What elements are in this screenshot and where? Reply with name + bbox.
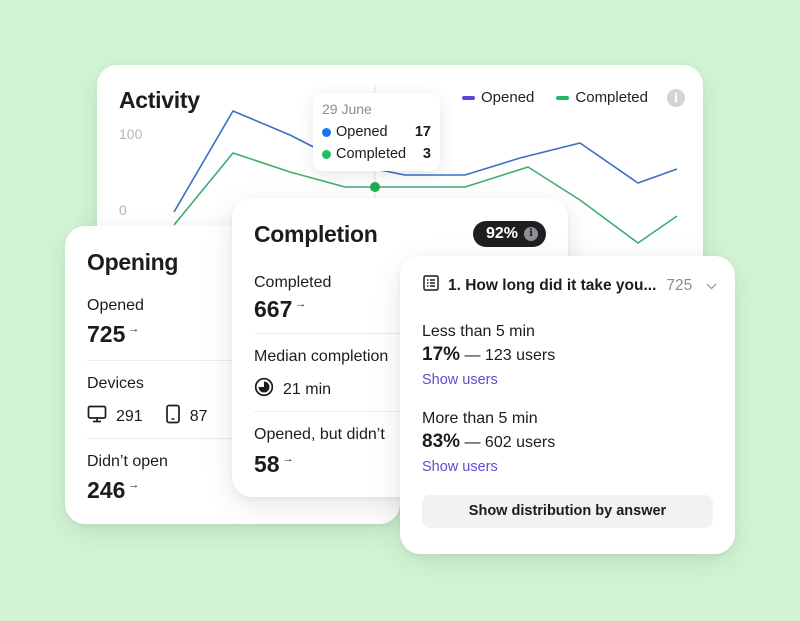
answer-less-than-5: Less than 5 min 17% — 123 users Show use… bbox=[422, 323, 555, 388]
completion-rate: 92% bbox=[485, 225, 518, 242]
completion-rate-badge[interactable]: 92% i bbox=[472, 221, 546, 247]
tooltip-row-opened: Opened 17 bbox=[322, 121, 431, 143]
answer-label: Less than 5 min bbox=[422, 323, 535, 340]
arrow-right-icon: → bbox=[128, 323, 140, 335]
arrow-right-icon: → bbox=[295, 298, 307, 310]
answer-users: — 602 users bbox=[464, 434, 556, 451]
divider bbox=[87, 438, 237, 439]
desktop-icon bbox=[87, 404, 107, 429]
desktop-count: 291 bbox=[116, 407, 143, 425]
divider bbox=[87, 360, 237, 361]
divider bbox=[254, 333, 404, 334]
question-response-count: 725 bbox=[666, 276, 693, 294]
tooltip-value-completed: 3 bbox=[422, 146, 431, 162]
answer-percent: 17% bbox=[422, 344, 461, 365]
answer-users: — 123 users bbox=[464, 347, 556, 364]
show-distribution-button[interactable]: Show distribution by answer bbox=[422, 495, 713, 528]
series-completed-line bbox=[173, 152, 678, 244]
completed-label: Completed bbox=[254, 274, 332, 291]
tooltip-date: 29 June bbox=[322, 101, 372, 117]
answer-label: More than 5 min bbox=[422, 410, 538, 427]
show-users-link[interactable]: Show users bbox=[422, 459, 498, 475]
dot-icon bbox=[322, 149, 331, 159]
show-users-link[interactable]: Show users bbox=[422, 372, 498, 388]
highlight-point bbox=[370, 182, 380, 192]
chevron-down-icon[interactable] bbox=[706, 279, 717, 293]
opened-not-completed-value-link[interactable]: 58 → bbox=[254, 451, 294, 478]
opening-title: Opening bbox=[87, 249, 179, 275]
median-completion-value: 21 min bbox=[283, 380, 332, 398]
legend-opened[interactable]: Opened bbox=[462, 89, 534, 106]
opened-not-completed-label: Opened, but didn’t bbox=[254, 426, 385, 443]
legend-completed[interactable]: Completed bbox=[556, 89, 648, 106]
devices-row: 291 87 bbox=[87, 404, 208, 429]
median-completion-label: Median completion bbox=[254, 348, 389, 365]
completion-title: Completion bbox=[254, 221, 378, 247]
divider bbox=[254, 411, 404, 412]
activity-title: Activity bbox=[119, 87, 200, 113]
arrow-right-icon: → bbox=[282, 453, 294, 465]
chart-tooltip: 29 June Opened 17 Completed 3 bbox=[313, 93, 440, 171]
tooltip-row-completed: Completed 3 bbox=[322, 143, 431, 165]
opened-value-link[interactable]: 725 → bbox=[87, 321, 139, 348]
question-title: 1. How long did it take you... bbox=[448, 276, 657, 294]
clock-pie-icon bbox=[254, 377, 274, 402]
legend-label-opened: Opened bbox=[481, 89, 535, 106]
opened-label: Opened bbox=[87, 297, 144, 314]
opened-not-completed-value: 58 bbox=[254, 451, 280, 477]
mobile-icon bbox=[165, 404, 181, 429]
chart-legend: Opened Completed bbox=[462, 89, 670, 106]
answer-percent: 83% bbox=[422, 431, 461, 452]
legend-swatch-opened bbox=[462, 95, 475, 100]
tooltip-value-opened: 17 bbox=[414, 124, 431, 140]
legend-swatch-completed bbox=[556, 95, 570, 100]
answer-stat: 17% — 123 users bbox=[422, 344, 555, 366]
mobile-count: 87 bbox=[189, 407, 208, 425]
tooltip-label-completed: Completed bbox=[336, 146, 407, 162]
activity-line-chart[interactable] bbox=[97, 65, 703, 285]
legend-label-completed: Completed bbox=[575, 89, 648, 106]
didnt-open-label: Didn’t open bbox=[87, 453, 168, 470]
question-header[interactable]: 1. How long did it take you... 725 bbox=[423, 275, 717, 296]
list-icon bbox=[423, 275, 439, 296]
arrow-right-icon: → bbox=[128, 479, 140, 491]
answer-stat: 83% — 602 users bbox=[422, 431, 555, 453]
opened-value: 725 bbox=[87, 321, 126, 347]
info-icon: i bbox=[524, 227, 538, 241]
series-opened-line bbox=[173, 110, 678, 213]
median-completion-row: 21 min bbox=[254, 377, 331, 402]
info-icon[interactable]: i bbox=[667, 89, 685, 107]
devices-label: Devices bbox=[87, 375, 144, 392]
answer-more-than-5: More than 5 min 83% — 602 users Show use… bbox=[422, 410, 555, 475]
didnt-open-value: 246 bbox=[87, 477, 126, 503]
y-tick-0: 0 bbox=[119, 202, 127, 218]
completed-value: 667 bbox=[254, 296, 293, 322]
question-card: 1. How long did it take you... 725 Less … bbox=[400, 256, 735, 554]
completed-value-link[interactable]: 667 → bbox=[254, 296, 306, 323]
tooltip-label-opened: Opened bbox=[336, 124, 388, 140]
dot-icon bbox=[322, 127, 331, 137]
y-tick-100: 100 bbox=[119, 126, 143, 142]
didnt-open-value-link[interactable]: 246 → bbox=[87, 477, 139, 504]
